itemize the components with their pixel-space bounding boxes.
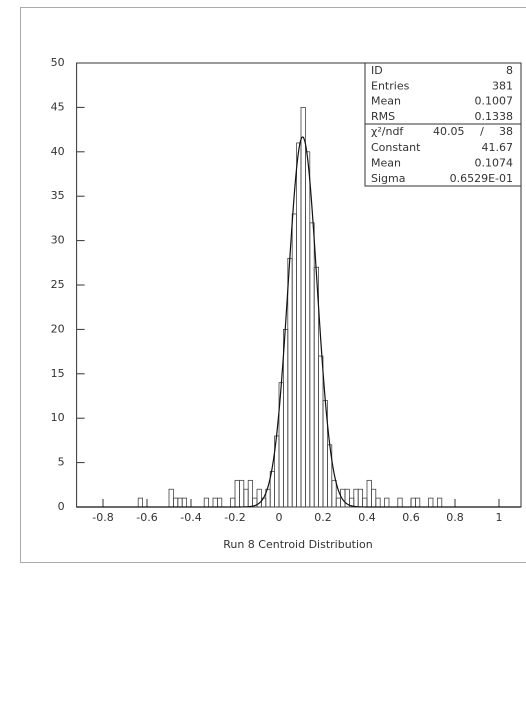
fit-separator: / xyxy=(480,125,484,138)
stats-value: 0.1007 xyxy=(475,95,514,108)
y-tick-label: 10 xyxy=(51,411,65,424)
stats-label: Mean xyxy=(371,95,401,108)
x-tick-label: 0.2 xyxy=(314,511,332,524)
x-tick-label: -0.4 xyxy=(180,511,201,524)
bar xyxy=(283,329,287,507)
y-tick-label: 50 xyxy=(51,56,65,69)
bar xyxy=(239,480,243,507)
bar xyxy=(248,480,252,507)
bar xyxy=(385,498,389,507)
bar xyxy=(358,489,362,507)
x-tick-label: 0.6 xyxy=(402,511,420,524)
stats-label: Entries xyxy=(371,79,410,92)
x-tick-label: -0.2 xyxy=(224,511,245,524)
stats-value: 381 xyxy=(492,79,513,92)
y-tick-label: 5 xyxy=(58,456,65,469)
bar xyxy=(173,498,177,507)
y-tick-label: 20 xyxy=(51,322,65,335)
fit-value: 38 xyxy=(499,125,513,138)
fit-value: 0.6529E-01 xyxy=(450,172,513,185)
bar xyxy=(376,498,380,507)
bar xyxy=(319,356,323,507)
bar xyxy=(231,498,235,507)
bar xyxy=(310,223,314,507)
bar xyxy=(429,498,433,507)
bar xyxy=(213,498,217,507)
stats-value: 8 xyxy=(506,64,513,77)
bar xyxy=(244,489,248,507)
bar xyxy=(204,498,208,507)
bar xyxy=(332,480,336,507)
bar xyxy=(398,498,402,507)
x-tick-label: -0.8 xyxy=(92,511,113,524)
fit-label: χ²/ndf xyxy=(371,125,404,138)
bar xyxy=(292,214,296,507)
bar xyxy=(305,152,309,507)
y-tick-label: 45 xyxy=(51,100,65,113)
bar xyxy=(169,489,173,507)
x-tick-label: 0 xyxy=(276,511,283,524)
fit-value: 40.05 xyxy=(433,125,465,138)
stats-label: ID xyxy=(371,64,383,77)
fit-label: Mean xyxy=(371,157,401,170)
stats-value: 0.1338 xyxy=(475,110,514,123)
x-tick-label: -0.6 xyxy=(136,511,157,524)
y-tick-label: 0 xyxy=(58,500,65,513)
bar xyxy=(235,480,239,507)
y-tick-label: 35 xyxy=(51,189,65,202)
bar xyxy=(367,480,371,507)
bar xyxy=(301,107,305,507)
stats-label: RMS xyxy=(371,110,395,123)
bar xyxy=(437,498,441,507)
fit-curve xyxy=(77,137,521,507)
x-tick-label: 0.8 xyxy=(446,511,464,524)
bar xyxy=(297,143,301,507)
bar xyxy=(336,498,340,507)
y-tick-label: 30 xyxy=(51,234,65,247)
bar xyxy=(411,498,415,507)
fit-value: 41.67 xyxy=(482,141,514,154)
y-tick-label: 15 xyxy=(51,367,65,380)
x-axis-label: Run 8 Centroid Distribution xyxy=(223,538,373,551)
bar xyxy=(371,489,375,507)
y-tick-label: 25 xyxy=(51,278,65,291)
bar xyxy=(138,498,142,507)
x-tick-label: 1 xyxy=(496,511,503,524)
bar xyxy=(182,498,186,507)
bar xyxy=(217,498,221,507)
bar xyxy=(288,258,292,507)
bar xyxy=(354,489,358,507)
x-tick-label: 0.4 xyxy=(358,511,376,524)
bar xyxy=(363,498,367,507)
y-tick-label: 40 xyxy=(51,145,65,158)
bar xyxy=(178,498,182,507)
fit-value: 0.1074 xyxy=(475,157,514,170)
fit-label: Constant xyxy=(371,141,421,154)
fit-label: Sigma xyxy=(371,172,405,185)
bar xyxy=(415,498,419,507)
